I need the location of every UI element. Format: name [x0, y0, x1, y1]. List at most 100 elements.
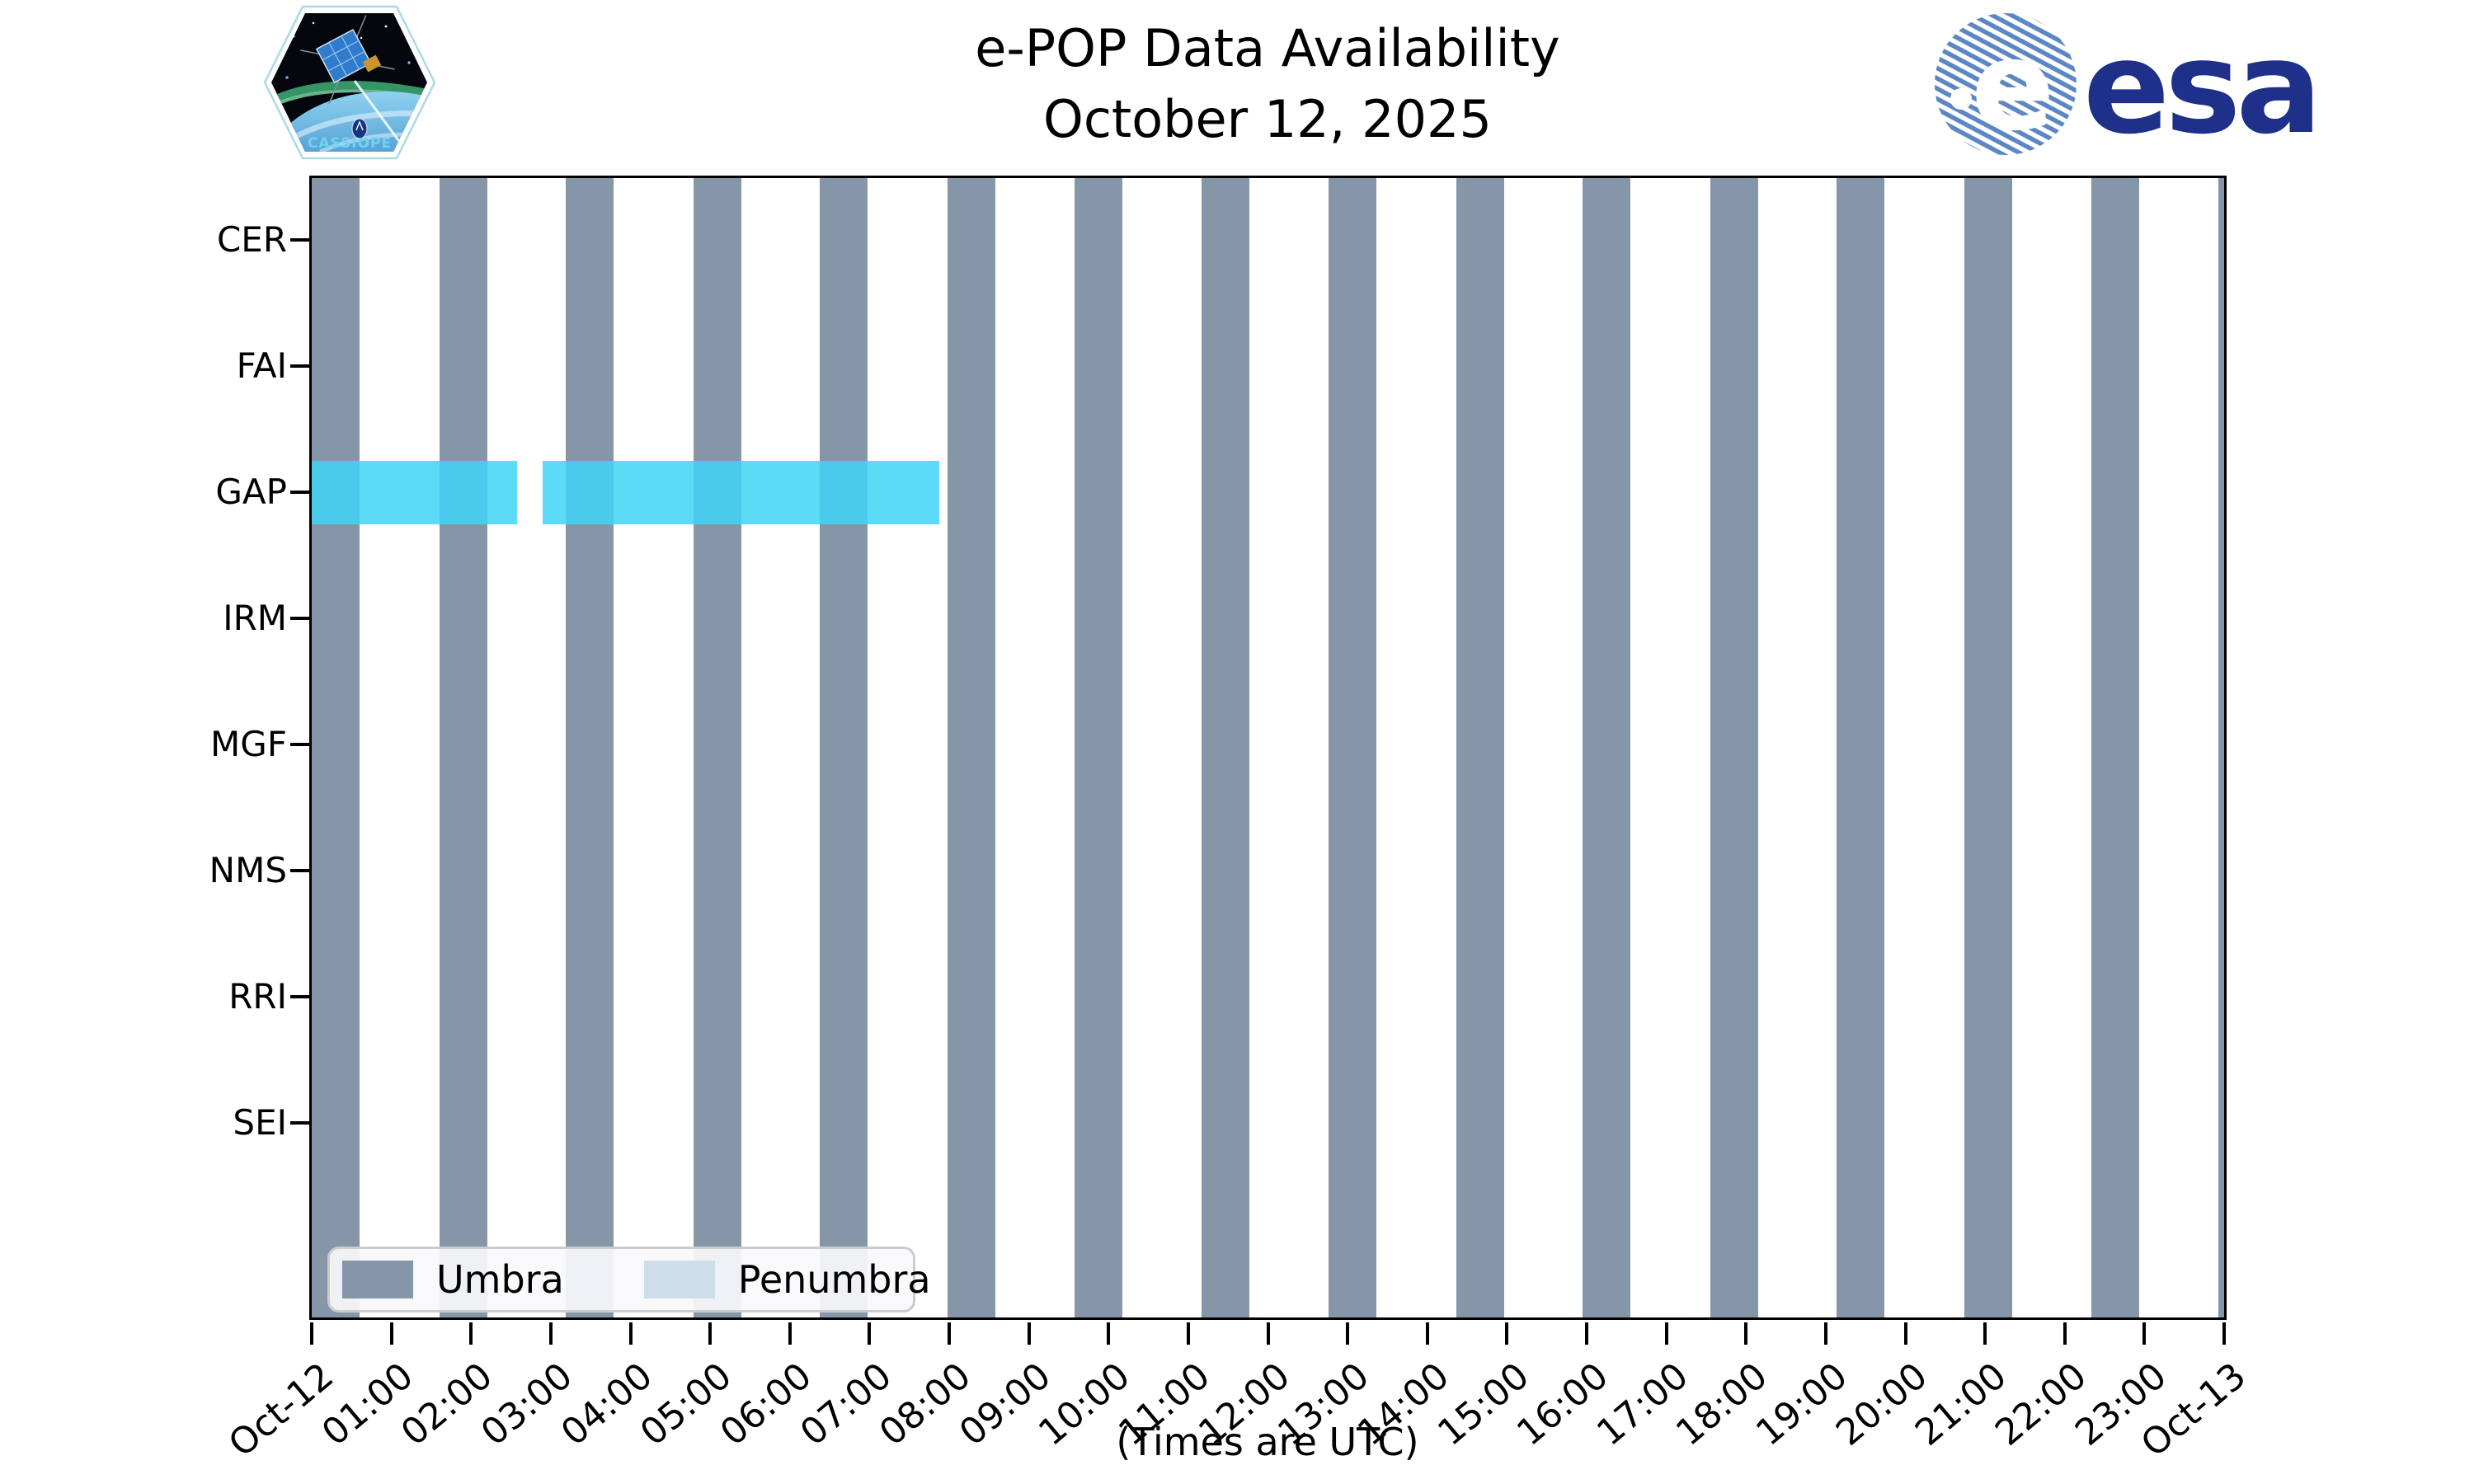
instrument-label-cer: CER	[216, 219, 287, 260]
umbra-bar	[948, 178, 996, 1317]
y-tick	[290, 364, 309, 368]
x-tick-label: 18:00	[1668, 1355, 1776, 1454]
x-tick	[948, 1322, 951, 1345]
umbra-bar	[1710, 178, 1758, 1317]
x-tick-label: 03:00	[473, 1355, 581, 1454]
x-tick	[1744, 1322, 1748, 1345]
x-tick	[628, 1322, 633, 1345]
x-tick	[2222, 1322, 2226, 1345]
y-tick	[290, 617, 309, 620]
x-tick	[548, 1322, 553, 1345]
umbra-bar	[1202, 178, 1250, 1317]
esa-logo: e esa	[1935, 13, 2321, 161]
x-tick	[2142, 1322, 2147, 1345]
legend: Umbra Penumbra	[327, 1247, 931, 1313]
x-tick	[1505, 1322, 1509, 1345]
x-tick	[1983, 1322, 1987, 1345]
instrument-label-irm: IRM	[223, 598, 287, 638]
badge-emblem	[351, 118, 368, 139]
umbra-bar	[566, 178, 614, 1317]
badge-aurora	[271, 81, 427, 106]
badge-earth	[271, 92, 427, 152]
x-tick-label: Oct-12	[221, 1355, 342, 1466]
instrument-label-gap: GAP	[215, 472, 287, 512]
umbra-bar	[1328, 178, 1376, 1317]
x-tick	[708, 1322, 713, 1345]
plot-area	[290, 176, 2227, 1345]
instrument-label-mgf: MGF	[210, 724, 287, 764]
x-tick	[310, 1322, 313, 1345]
x-tick	[1664, 1322, 1668, 1345]
availability-bar-gap	[543, 460, 940, 524]
x-tick	[1346, 1322, 1350, 1345]
chart-title: e-POP Data Availability October 12, 2025	[975, 13, 1560, 154]
x-tick-label: 19:00	[1748, 1355, 1856, 1454]
umbra-bar	[1964, 178, 2012, 1317]
x-tick	[1585, 1322, 1588, 1345]
y-tick	[290, 743, 309, 746]
esa-emblem: e	[1935, 13, 2077, 158]
umbra-bar	[312, 178, 360, 1317]
chart-title-line1: e-POP Data Availability	[975, 18, 1560, 78]
cassiope-badge-label: CASSIOPE	[308, 135, 392, 152]
x-tick	[1107, 1322, 1111, 1345]
umbra-bar	[2091, 178, 2139, 1317]
umbra-bar	[1456, 178, 1504, 1317]
umbra-bar	[1583, 178, 1631, 1317]
x-tick-label: 20:00	[1827, 1355, 1935, 1454]
esa-wordmark: esa	[2083, 13, 2317, 161]
x-tick-label: 07:00	[792, 1355, 900, 1454]
umbra-bar	[1837, 178, 1885, 1317]
legend-entry-umbra: Umbra	[342, 1257, 564, 1302]
umbra-bar	[439, 178, 487, 1317]
instrument-label-nms: NMS	[209, 850, 287, 890]
x-tick-label: 05:00	[633, 1355, 741, 1454]
umbra-bar	[820, 178, 868, 1317]
legend-label: Umbra	[436, 1257, 564, 1302]
x-tick	[389, 1322, 393, 1345]
x-tick	[469, 1322, 473, 1345]
svg-text:e: e	[1971, 15, 2055, 158]
x-tick-label: 01:00	[313, 1355, 421, 1454]
availability-bar-gap	[312, 460, 518, 524]
instrument-label-fai: FAI	[236, 345, 287, 386]
badge-beam	[353, 80, 402, 144]
y-tick	[290, 995, 309, 998]
x-tick-label: 21:00	[1907, 1355, 2015, 1454]
y-tick	[290, 869, 309, 872]
y-tick	[290, 1121, 309, 1125]
x-tick	[1186, 1322, 1190, 1345]
x-tick	[1027, 1322, 1031, 1345]
y-tick	[290, 491, 309, 494]
x-tick	[1266, 1322, 1270, 1345]
badge-satellite	[300, 15, 395, 105]
x-tick	[1903, 1322, 1907, 1345]
cassiope-mission-patch: CASSIOPE	[263, 5, 436, 160]
chart-title-line2: October 12, 2025	[1043, 88, 1492, 149]
x-tick-label: 09:00	[951, 1355, 1059, 1454]
x-tick-label: 02:00	[393, 1355, 501, 1454]
umbra-bar	[1074, 178, 1122, 1317]
x-tick	[1425, 1322, 1429, 1345]
x-tick-label: 08:00	[872, 1355, 980, 1454]
instrument-label-sei: SEI	[233, 1102, 287, 1143]
x-tick	[1823, 1322, 1827, 1345]
legend-swatch-penumbra	[643, 1261, 715, 1298]
x-tick-label: 17:00	[1588, 1355, 1696, 1454]
x-tick	[2062, 1322, 2067, 1345]
plot-canvas	[290, 178, 2226, 1345]
y-tick	[290, 238, 309, 242]
x-tick	[788, 1322, 792, 1345]
x-tick-label: 22:00	[1987, 1355, 2095, 1454]
x-tick-label: 16:00	[1509, 1355, 1617, 1454]
x-tick-label: 04:00	[553, 1355, 661, 1454]
x-axis-caption: (Times are UTC)	[1116, 1420, 1419, 1464]
legend-swatch-umbra	[342, 1261, 413, 1298]
x-tick-label: 06:00	[712, 1355, 820, 1454]
umbra-bar	[693, 178, 741, 1317]
x-tick-label: 15:00	[1429, 1355, 1537, 1454]
legend-entry-penumbra: Penumbra	[643, 1257, 931, 1302]
instrument-label-rri: RRI	[228, 976, 287, 1017]
x-tick	[868, 1322, 872, 1345]
